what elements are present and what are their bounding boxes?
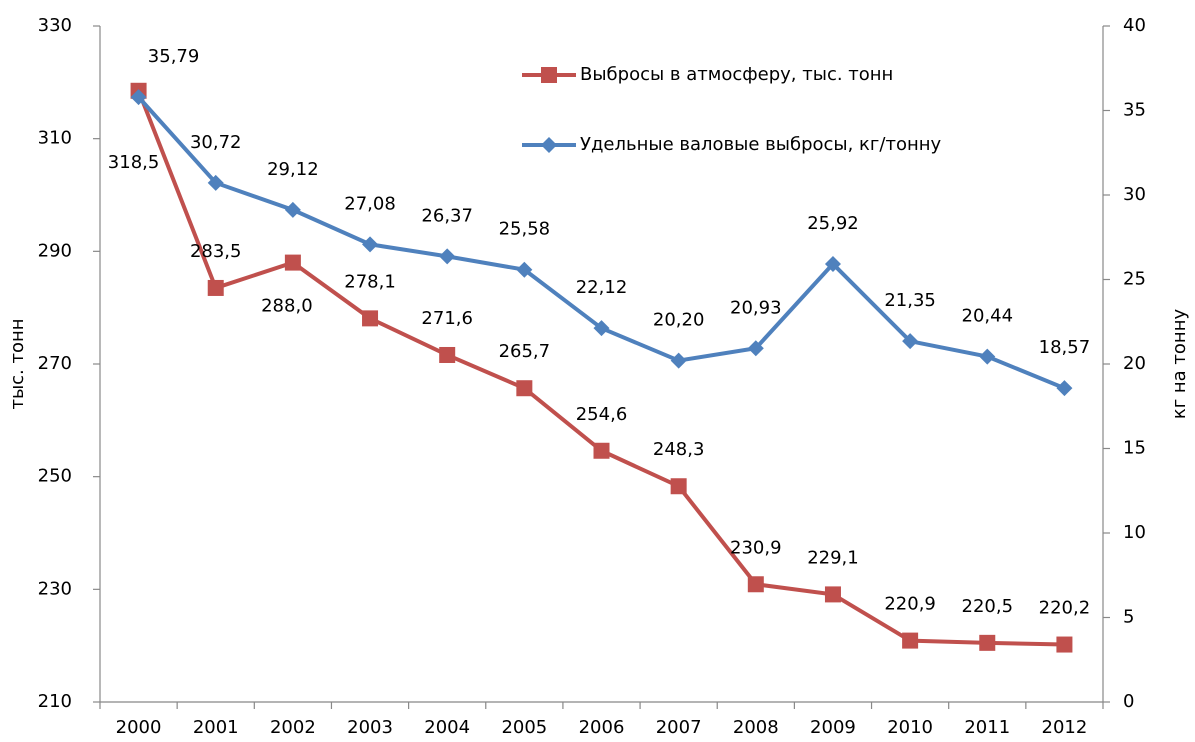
y-tick-label: 290: [38, 240, 72, 261]
data-label: 248,3: [653, 439, 705, 460]
y-tick-label: 330: [38, 15, 72, 36]
marker: [362, 310, 379, 327]
data-label: 26,37: [421, 205, 473, 226]
y2-tick-label: 15: [1123, 438, 1146, 459]
data-label: 20,93: [730, 297, 782, 318]
marker: [207, 279, 224, 296]
y2-tick-label: 10: [1123, 522, 1146, 543]
x-tick-label: 2006: [579, 717, 625, 738]
y-tick-label: 230: [38, 578, 72, 599]
y2-tick-label: 0: [1123, 691, 1134, 712]
legend-marker: [541, 137, 557, 153]
data-label: 288,0: [261, 296, 313, 317]
marker: [284, 201, 301, 218]
data-label: 30,72: [190, 132, 242, 153]
marker: [670, 352, 687, 369]
marker: [902, 632, 919, 649]
marker: [824, 586, 841, 603]
y2-tick-label: 40: [1123, 15, 1146, 36]
data-label: 20,44: [962, 306, 1014, 327]
data-label: 271,6: [421, 308, 473, 329]
marker: [902, 333, 919, 350]
x-tick-label: 2010: [887, 717, 933, 738]
y2-tick-label: 30: [1123, 184, 1146, 205]
y2-tick-label: 25: [1123, 269, 1146, 290]
y2-tick-label: 20: [1123, 353, 1146, 374]
data-label: 25,58: [499, 219, 551, 240]
marker: [747, 340, 764, 357]
x-tick-label: 2008: [733, 717, 779, 738]
y-tick-label: 310: [38, 128, 72, 149]
marker: [593, 320, 610, 337]
x-tick-label: 2001: [193, 717, 239, 738]
data-label: 230,9: [730, 537, 782, 558]
x-tick-label: 2004: [424, 717, 470, 738]
marker: [207, 174, 224, 191]
data-label: 283,5: [190, 241, 242, 262]
marker: [1056, 636, 1073, 653]
data-label: 29,12: [267, 159, 319, 180]
x-tick-label: 2007: [656, 717, 702, 738]
legend-marker: [541, 67, 557, 83]
data-label: 35,79: [148, 46, 200, 67]
marker: [130, 89, 147, 106]
marker: [747, 576, 764, 593]
data-label: 22,12: [576, 277, 628, 298]
marker: [439, 248, 456, 265]
marker: [670, 478, 687, 495]
data-label: 254,6: [576, 404, 628, 425]
marker: [979, 348, 996, 365]
marker: [362, 236, 379, 253]
data-label: 265,7: [499, 341, 551, 362]
x-tick-label: 2009: [810, 717, 856, 738]
x-tick-label: 2003: [347, 717, 393, 738]
x-tick-label: 2012: [1042, 717, 1088, 738]
marker: [516, 261, 533, 278]
x-tick-label: 2005: [501, 717, 547, 738]
data-label: 21,35: [884, 290, 936, 311]
y2-tick-label: 5: [1123, 607, 1134, 628]
marker: [979, 634, 996, 651]
x-tick-label: 2011: [964, 717, 1010, 738]
marker: [1056, 380, 1073, 397]
y2-axis-label: кг на тонну: [1169, 309, 1190, 420]
data-label: 20,20: [653, 310, 705, 331]
y2-tick-label: 35: [1123, 100, 1146, 121]
data-label: 220,5: [962, 596, 1014, 617]
data-label: 27,08: [344, 193, 396, 214]
data-label: 220,2: [1039, 598, 1091, 619]
x-tick-label: 2002: [270, 717, 316, 738]
y-tick-label: 250: [38, 466, 72, 487]
marker: [284, 254, 301, 271]
data-label: 229,1: [807, 547, 859, 568]
marker: [439, 346, 456, 363]
y-axis-label: тыс. тонн: [7, 318, 28, 409]
legend-label: Выбросы в атмосферу, тыс. тонн: [580, 64, 893, 85]
y-tick-label: 210: [38, 691, 72, 712]
data-label: 220,9: [884, 594, 936, 615]
x-tick-label: 2000: [116, 717, 162, 738]
data-label: 25,92: [807, 213, 859, 234]
data-label: 318,5: [108, 152, 160, 173]
marker: [824, 255, 841, 272]
marker: [516, 380, 533, 397]
legend-label: Удельные валовые выбросы, кг/тонну: [580, 134, 941, 155]
y-tick-label: 270: [38, 353, 72, 374]
data-label: 278,1: [344, 271, 396, 292]
marker: [593, 442, 610, 459]
data-label: 18,57: [1039, 337, 1091, 358]
